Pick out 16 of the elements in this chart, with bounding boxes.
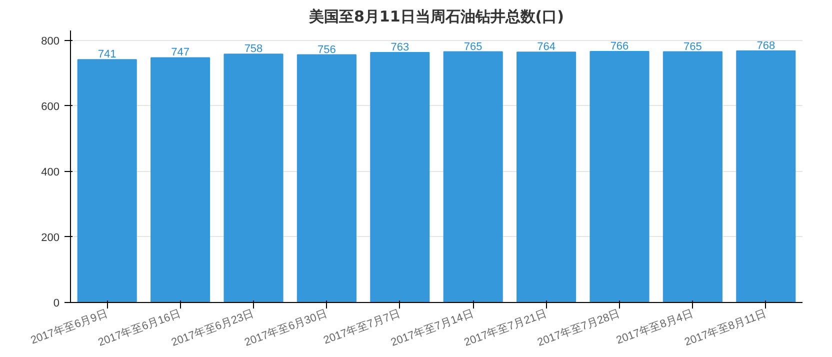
data-label: 765: [464, 40, 482, 53]
data-label: 763: [390, 41, 410, 54]
data-label: 758: [244, 43, 263, 56]
chart-title: 美国至8月11日当周石油钻井总数(口): [308, 8, 564, 26]
data-label: 764: [537, 41, 556, 54]
data-label: 766: [610, 40, 629, 52]
data-label: 741: [98, 48, 116, 61]
data-label: 756: [318, 44, 336, 56]
data-label: 765: [684, 40, 702, 53]
y-tick-label: 200: [41, 232, 60, 244]
y-tick-label: 400: [41, 166, 60, 178]
y-tick-label: 0: [53, 298, 60, 310]
y-tick-label: 800: [41, 35, 60, 48]
data-label: 747: [171, 46, 190, 59]
data-label: 768: [756, 40, 776, 52]
y-tick-label: 600: [41, 100, 60, 113]
